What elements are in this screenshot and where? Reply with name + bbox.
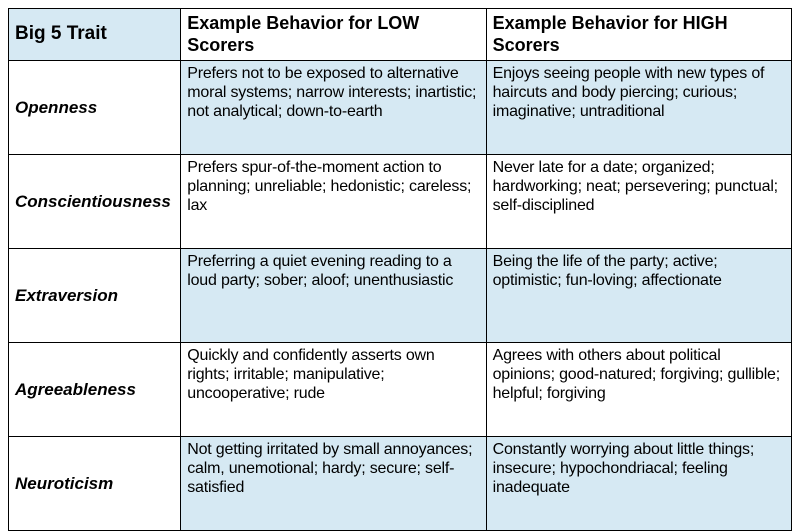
high-behavior: Being the life of the party; active; opt…	[486, 249, 791, 343]
table-row: Openness Prefers not to be exposed to al…	[9, 61, 792, 155]
high-behavior: Enjoys seeing people with new types of h…	[486, 61, 791, 155]
table-row: Extraversion Preferring a quiet evening …	[9, 249, 792, 343]
table-row: Neuroticism Not getting irritated by sma…	[9, 437, 792, 531]
low-behavior: Preferring a quiet evening reading to a …	[181, 249, 486, 343]
trait-name: Neuroticism	[9, 437, 181, 531]
header-trait: Big 5 Trait	[9, 9, 181, 61]
high-behavior: Agrees with others about political opini…	[486, 343, 791, 437]
table-row: Agreeableness Quickly and confidently as…	[9, 343, 792, 437]
low-behavior: Not getting irritated by small annoyance…	[181, 437, 486, 531]
table-header-row: Big 5 Trait Example Behavior for LOW Sco…	[9, 9, 792, 61]
low-behavior: Prefers not to be exposed to alternative…	[181, 61, 486, 155]
big5-traits-table: Big 5 Trait Example Behavior for LOW Sco…	[8, 8, 792, 531]
high-behavior: Never late for a date; organized; hardwo…	[486, 155, 791, 249]
trait-name: Conscientiousness	[9, 155, 181, 249]
header-high: Example Behavior for HIGH Scorers	[486, 9, 791, 61]
table-row: Conscientiousness Prefers spur-of-the-mo…	[9, 155, 792, 249]
low-behavior: Prefers spur-of-the-moment action to pla…	[181, 155, 486, 249]
trait-name: Agreeableness	[9, 343, 181, 437]
header-low: Example Behavior for LOW Scorers	[181, 9, 486, 61]
trait-name: Extraversion	[9, 249, 181, 343]
trait-name: Openness	[9, 61, 181, 155]
high-behavior: Constantly worrying about little things;…	[486, 437, 791, 531]
low-behavior: Quickly and confidently asserts own righ…	[181, 343, 486, 437]
